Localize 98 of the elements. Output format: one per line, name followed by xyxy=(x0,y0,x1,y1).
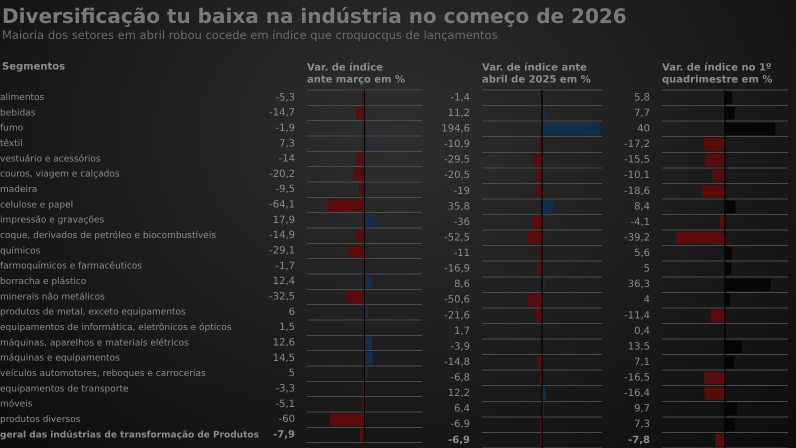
y-tick-label: borracha e plástico xyxy=(0,276,87,287)
data-label: -14,9 xyxy=(269,230,295,242)
y-tick-label: minerais não metálicos xyxy=(0,291,106,302)
y-tick-label: impressão e gravações xyxy=(0,216,104,226)
data-label: 6,4 xyxy=(454,404,470,415)
data-label: -3,9 xyxy=(450,341,470,352)
data-label: 1,5 xyxy=(279,322,295,334)
data-label: 14,5 xyxy=(272,352,295,364)
data-label: 7,7 xyxy=(634,108,650,119)
data-label: 6 xyxy=(288,306,295,318)
data-label: -20,2 xyxy=(269,168,295,180)
data-label: 7,3 xyxy=(279,138,295,150)
data-label: 0,4 xyxy=(634,326,650,337)
y-tick-label: celulose e papel xyxy=(0,200,74,210)
y-tick-label: vestuário e acessórios xyxy=(0,153,101,164)
data-label: 1,7 xyxy=(454,326,470,337)
data-label: 4 xyxy=(644,294,650,306)
y-tick-label: fumo xyxy=(0,124,24,134)
data-label: -5,1 xyxy=(275,398,295,410)
data-label: -29,1 xyxy=(269,246,295,257)
y-tick-label: equipamentos de transporte xyxy=(0,384,129,394)
data-label: -9,5 xyxy=(275,184,295,196)
y-tick-label: têxtil xyxy=(0,138,23,149)
data-label: -11,4 xyxy=(624,310,650,322)
y-tick-label: geral das indústrias de transformação de Produtos xyxy=(0,429,259,440)
data-label: 5 xyxy=(288,368,295,380)
data-label: 40 xyxy=(637,124,650,135)
data-label: -16,4 xyxy=(624,388,650,400)
data-label: -14 xyxy=(278,154,295,165)
data-label: 5,6 xyxy=(634,248,650,260)
data-label: -39,2 xyxy=(624,232,650,244)
x-axis-title: Var. de índice ante abril de 2025 em % xyxy=(482,62,591,86)
x-axis-title: Var. de índice no 1º quadrimestre em % xyxy=(662,62,772,86)
x-axis-title: Var. de índice ante março em % xyxy=(307,62,405,86)
data-label: 13,5 xyxy=(628,341,650,352)
y-tick-label: móveis xyxy=(0,398,33,410)
data-label: -19 xyxy=(454,186,470,197)
text: Segmentos xyxy=(2,62,66,73)
data-label: -18,6 xyxy=(624,186,650,197)
y-tick-label: alimentos xyxy=(0,93,45,104)
data-label: 194,6 xyxy=(441,124,470,135)
data-label: -5,3 xyxy=(275,92,295,104)
data-label: -14,7 xyxy=(269,108,295,119)
data-label: -4,1 xyxy=(630,216,650,228)
data-label: -20,5 xyxy=(444,170,470,182)
chart-title: Diversificação tu baixa na indústria no começo de 2026 xyxy=(2,4,628,28)
data-label: 7,1 xyxy=(634,356,650,368)
data-label: -36 xyxy=(454,216,470,228)
data-label: -10,1 xyxy=(624,170,650,182)
y-tick-label: máquinas e equipamentos xyxy=(0,352,120,364)
data-label: 5 xyxy=(644,264,650,275)
y-tick-label: máquinas, aparelhos e materiais elétricos xyxy=(0,337,190,348)
data-label: 8,4 xyxy=(634,201,650,212)
data-label: -7,8 xyxy=(628,434,650,446)
data-label: -52,5 xyxy=(444,232,470,244)
y-tick-label: equipamentos de informática, eletrônicos e ópticos xyxy=(0,322,232,333)
data-label: -6,9 xyxy=(450,419,470,430)
data-label: -1,4 xyxy=(450,92,470,104)
data-label: -3,3 xyxy=(275,384,295,395)
data-label: 12,4 xyxy=(272,276,295,288)
data-label: -60 xyxy=(278,414,295,426)
data-label: 12,6 xyxy=(272,338,295,349)
y-tick-label: químicos xyxy=(0,245,41,256)
data-label: -14,8 xyxy=(444,356,470,368)
data-label: -1,7 xyxy=(275,260,295,272)
data-label: 8,6 xyxy=(454,279,470,290)
data-label: 36,3 xyxy=(628,279,650,290)
y-tick-label: couros, viagem e calçados xyxy=(0,170,120,180)
data-label: -29,5 xyxy=(444,154,470,166)
y-tick-label: produtos de metal, exceto equipamentos xyxy=(0,308,186,318)
data-label: -6,9 xyxy=(448,434,470,446)
data-label: 17,9 xyxy=(272,214,295,226)
data-label: 12,2 xyxy=(448,388,470,400)
data-label: -50,6 xyxy=(444,294,470,306)
data-label: -17,2 xyxy=(624,139,650,150)
data-label: 7,3 xyxy=(634,419,650,430)
chart-subtitle: Maioria dos setores em abril robou cocede em índice que croquocqus de lançamentos xyxy=(2,28,499,42)
data-label: -16,5 xyxy=(624,372,650,384)
data-label: 35,8 xyxy=(448,201,470,212)
data-label: -15,5 xyxy=(624,154,650,166)
data-label: 5,8 xyxy=(634,92,650,104)
y-tick-label: veículos automotores, reboques e carrocerias xyxy=(0,368,206,379)
data-label: -6,8 xyxy=(450,372,470,384)
data-label: -21,6 xyxy=(444,310,470,322)
y-tick-label: farmoquímicos e farmacêuticos xyxy=(0,260,142,272)
y-tick-label: coque, derivados de petróleo e biocombustíveis xyxy=(0,230,216,241)
data-label: -7,9 xyxy=(273,430,296,441)
y-tick-label: madeira xyxy=(0,184,38,195)
data-label: -11 xyxy=(454,248,470,260)
data-label: -10,9 xyxy=(444,139,470,150)
data-label: -16,9 xyxy=(444,264,470,275)
data-label: 9,7 xyxy=(634,404,650,415)
data-label: -1,9 xyxy=(275,122,295,134)
y-tick-label: produtos diversos xyxy=(0,414,81,425)
data-label: -64,1 xyxy=(269,200,295,211)
data-label: 11,2 xyxy=(448,108,470,119)
data-label: -32,5 xyxy=(269,292,295,303)
y-tick-label: bebidas xyxy=(0,108,36,118)
